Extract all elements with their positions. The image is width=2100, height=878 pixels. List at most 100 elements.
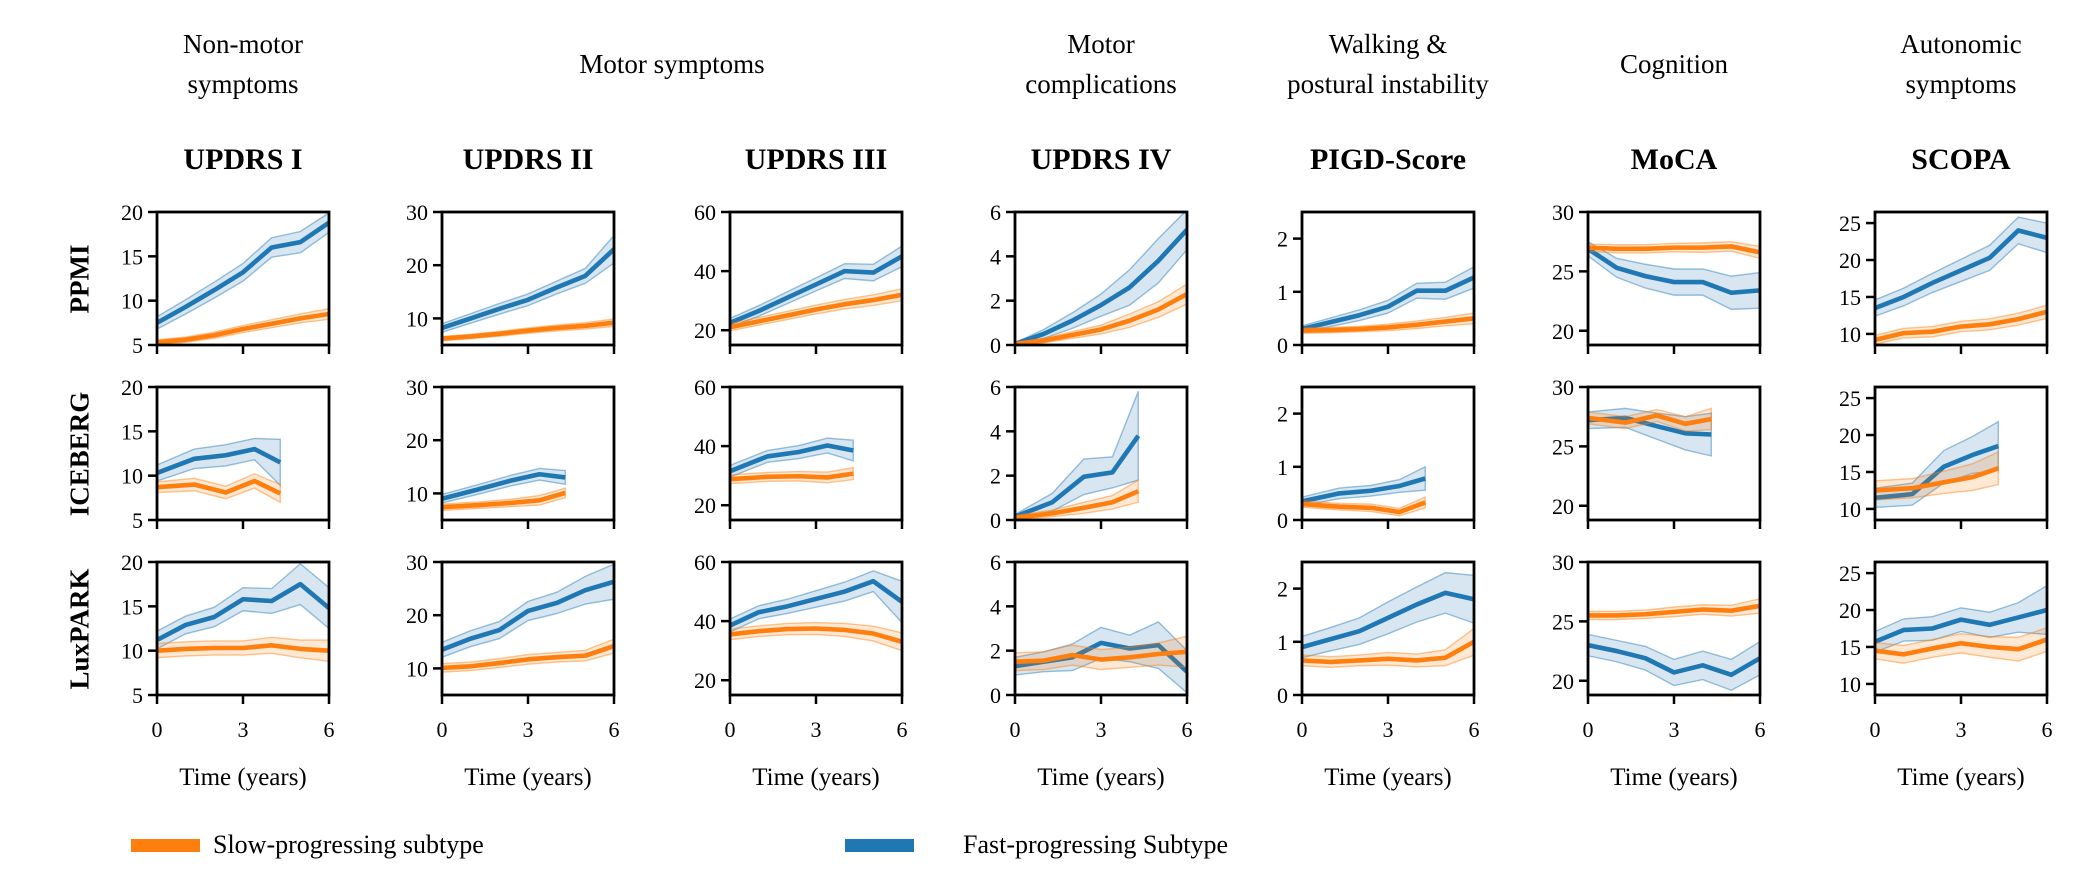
axes-box xyxy=(155,385,331,522)
slow-confidence-band xyxy=(1875,304,2047,345)
slow-line xyxy=(730,471,854,482)
chart-luxpark-scopa: 10 15 20 25 0 3 6 Time (years) xyxy=(1805,548,2055,797)
fast-line xyxy=(1302,275,1474,332)
row-label-ppmi: PPMI xyxy=(64,244,95,313)
slow-line xyxy=(1588,244,1760,255)
fast-line xyxy=(442,579,614,652)
axes-box xyxy=(155,210,331,347)
x-tick-label: 0 xyxy=(1297,717,1308,742)
fast-line xyxy=(730,578,902,628)
y-tick-label: 25 xyxy=(1552,434,1574,459)
y-tick-label: 20 xyxy=(1839,423,1861,448)
chart-svg: 20 25 30 xyxy=(1552,375,1762,529)
y-tick-label: 40 xyxy=(694,434,716,459)
y-tick-label: 20 xyxy=(694,493,716,518)
x-tick-label: 3 xyxy=(523,717,534,742)
x-tick-label: 6 xyxy=(1469,717,1480,742)
y-tick-label: 6 xyxy=(990,550,1001,575)
slow-line xyxy=(157,478,282,496)
x-axis-label: Time (years) xyxy=(1897,764,2025,791)
y-tick-label: 20 xyxy=(121,375,143,400)
fast-line xyxy=(157,446,282,476)
chart-svg: 20 40 60 0 3 6 Time (years) xyxy=(694,550,908,791)
row-label-luxpark: LuxPARK xyxy=(64,567,95,690)
row-label-iceberg: ICEBERG xyxy=(64,391,95,516)
group-header-line: Walking & xyxy=(1328,29,1448,59)
fast-line xyxy=(1875,443,2000,501)
fast-confidence-band xyxy=(730,245,902,329)
y-tick-label: 20 xyxy=(1552,669,1574,694)
axes-box xyxy=(1300,210,1476,347)
chart-title-updrs-ii: UPDRS II xyxy=(462,143,594,176)
fast-confidence-band xyxy=(730,570,902,633)
axes-box xyxy=(1013,385,1189,522)
axes-box xyxy=(1300,560,1476,697)
x-axis-label: Time (years) xyxy=(1037,764,1165,791)
group-header-line: symptoms xyxy=(187,69,299,99)
slow-line xyxy=(1302,639,1474,665)
y-tick-label: 20 xyxy=(121,550,143,575)
axes-box xyxy=(440,210,616,347)
group-header-line: Non-motor xyxy=(183,29,303,59)
chart-ppmi-updrs-iii: 20 40 60 xyxy=(660,198,910,447)
legend-label-slow: Slow-progressing subtype xyxy=(213,830,484,859)
y-tick-label: 30 xyxy=(406,550,428,575)
y-tick-label: 20 xyxy=(121,200,143,225)
y-tick-label: 60 xyxy=(694,550,716,575)
y-tick-label: 2 xyxy=(990,289,1001,314)
axes-box xyxy=(1013,560,1189,697)
group-header-5: Autonomic symptoms xyxy=(1900,18,2022,110)
y-tick-label: 20 xyxy=(406,428,428,453)
y-tick-label: 30 xyxy=(1552,200,1574,225)
x-tick-label: 0 xyxy=(1870,717,1881,742)
y-tick-label: 10 xyxy=(406,306,428,331)
slow-confidence-band xyxy=(442,487,566,512)
slow-line xyxy=(730,626,902,645)
y-tick-label: 25 xyxy=(1839,561,1861,586)
slow-line xyxy=(1015,489,1140,520)
y-tick-label: 0 xyxy=(990,333,1001,358)
y-tick-label: 2 xyxy=(1277,227,1288,252)
slow-confidence-band xyxy=(1588,407,1712,432)
fast-line xyxy=(1875,228,2047,311)
chart-svg: 5 10 15 20 xyxy=(121,375,331,533)
slow-line xyxy=(1302,500,1427,515)
y-tick-label: 4 xyxy=(990,594,1001,619)
fast-line xyxy=(442,247,614,331)
fast-line xyxy=(1302,476,1426,504)
legend-swatch-slow xyxy=(131,839,200,852)
slow-confidence-band xyxy=(730,621,902,652)
axes-box xyxy=(1586,210,1762,347)
fast-confidence-band xyxy=(730,437,854,478)
fast-line xyxy=(730,443,854,474)
y-tick-label: 15 xyxy=(1839,285,1861,310)
chart-ppmi-updrs-iv: 0 2 4 6 xyxy=(945,198,1195,447)
axes-box xyxy=(440,560,616,697)
group-header-line: postural instability xyxy=(1287,69,1489,99)
chart-svg: 0 2 4 6 0 3 6 Time (years) xyxy=(990,550,1193,791)
chart-luxpark-pigd-score: 0 1 2 0 3 6 Time (years) xyxy=(1232,548,1482,797)
fast-line xyxy=(730,254,902,325)
y-tick-label: 60 xyxy=(694,375,716,400)
y-tick-label: 10 xyxy=(406,481,428,506)
fast-confidence-band xyxy=(1015,621,1187,694)
x-axis-label: Time (years) xyxy=(179,764,307,791)
fast-confidence-band xyxy=(1875,420,1999,509)
slow-confidence-band xyxy=(1302,312,1474,334)
y-tick-label: 20 xyxy=(1839,598,1861,623)
chart-ppmi-updrs-i: 5 10 15 20 xyxy=(87,198,337,447)
axes-box xyxy=(1300,385,1476,522)
slow-line xyxy=(1015,291,1187,345)
y-tick-label: 15 xyxy=(121,419,143,444)
y-tick-label: 4 xyxy=(990,419,1001,444)
y-tick-label: 0 xyxy=(990,508,1001,533)
y-tick-label: 20 xyxy=(1552,494,1574,519)
axes-box xyxy=(1013,210,1189,347)
y-tick-label: 5 xyxy=(132,683,143,708)
slow-line xyxy=(1588,603,1760,618)
slow-line xyxy=(442,643,614,671)
chart-svg: 10 15 20 25 xyxy=(1839,385,2049,529)
legend-label-fast: Fast-progressing Subtype xyxy=(963,830,1229,859)
slow-line xyxy=(1588,413,1712,427)
